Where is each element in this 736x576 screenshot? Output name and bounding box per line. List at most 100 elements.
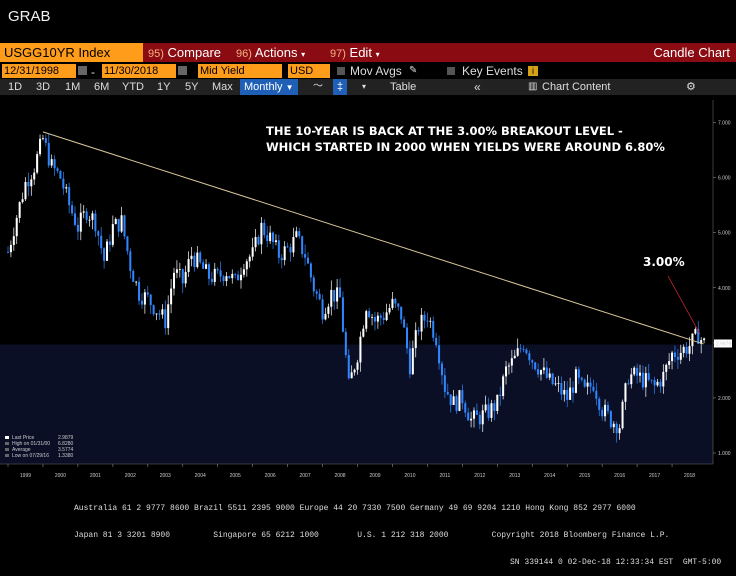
candle-body (572, 387, 575, 393)
candle-body (420, 314, 423, 332)
pencil-icon[interactable]: ✎ (409, 65, 418, 76)
candle-body (85, 211, 88, 220)
candle-body (481, 410, 484, 425)
candle-body (94, 213, 97, 232)
collapse-icon[interactable]: « (474, 80, 481, 94)
candle-body (251, 247, 254, 257)
key-events-label[interactable]: Key Events (462, 64, 523, 78)
range-1y-button[interactable]: 1Y (157, 81, 171, 93)
chevron-down-icon: ▾ (375, 50, 380, 59)
range-3d-button[interactable]: 3D (36, 81, 51, 93)
range-ytd-button[interactable]: YTD (122, 81, 144, 93)
candle-body (542, 367, 545, 371)
gear-icon[interactable]: ⚙ (686, 81, 696, 93)
actions-label: Actions (254, 45, 298, 60)
candle-body (397, 303, 400, 307)
candle-body (344, 331, 347, 356)
mov-avgs-label[interactable]: Mov Avgs (350, 64, 402, 78)
candle-body (569, 387, 572, 400)
candle-body (190, 255, 193, 260)
candle-body (106, 241, 109, 261)
range-6m-button[interactable]: 6M (94, 81, 110, 93)
period-select[interactable]: Monthly ▼ (240, 79, 298, 95)
candle-body (71, 205, 74, 214)
legend-average-label: Average (12, 447, 31, 453)
range-1d-button[interactable]: 1D (8, 81, 23, 93)
chevron-down-icon[interactable]: ▾ (362, 82, 367, 91)
chart-content-button[interactable]: Chart Content (542, 81, 611, 93)
candle-body (327, 306, 330, 314)
candle-body (510, 358, 513, 366)
checkbox-icon[interactable] (447, 67, 455, 75)
candle-body (461, 390, 464, 404)
period-label: Monthly (244, 81, 283, 93)
candle-body (443, 375, 446, 392)
candle-body (59, 170, 62, 179)
currency-select[interactable]: USD (288, 64, 330, 78)
x-tick-label: 2008 (334, 473, 345, 479)
y-tick-label: 7.000 (718, 121, 731, 127)
candle-body (237, 274, 240, 281)
table-button[interactable]: Table (390, 81, 417, 93)
candle-body (187, 259, 190, 273)
actions-menu[interactable]: 96) Actions ▾ (236, 43, 305, 62)
footer-line-1: Australia 61 2 9777 8600 Brazil 5511 239… (74, 504, 636, 513)
candle-body (199, 252, 202, 263)
x-tick-label: 2003 (160, 473, 171, 479)
candle-body (566, 389, 569, 400)
candle-body (39, 138, 42, 155)
range-max-button[interactable]: Max (212, 81, 233, 93)
range-1m-button[interactable]: 1M (65, 81, 81, 93)
footer-line-2: Japan 81 3 3201 8900 Singapore 65 6212 1… (74, 531, 670, 540)
window-title: GRAB (8, 8, 51, 25)
y-tick-label: 1.000 (718, 451, 731, 457)
candle-body (216, 268, 219, 271)
candle-body (242, 269, 245, 275)
candle-body (257, 236, 260, 245)
candle-body (405, 327, 409, 349)
candle-icon[interactable]: ‡ (333, 79, 347, 95)
edit-num: 97) (330, 48, 346, 60)
candle-body (665, 364, 668, 372)
candle-body (27, 181, 30, 187)
candle-body (472, 410, 476, 419)
line-chart-icon[interactable]: 〜 (313, 81, 323, 92)
candle-body (196, 252, 199, 268)
candle-body (350, 372, 353, 379)
candle-body (18, 202, 21, 218)
field-select[interactable]: Mid Yield (198, 64, 282, 78)
candle-body (604, 404, 607, 417)
info-icon[interactable]: i (528, 66, 538, 76)
candle-body (551, 373, 554, 385)
candle-body (283, 246, 286, 261)
candle-body (493, 403, 496, 411)
ticker-field[interactable]: USGG10YR Index (0, 43, 143, 62)
candle-body (62, 178, 65, 189)
checkbox-icon[interactable] (337, 67, 345, 75)
candle-body (516, 348, 519, 356)
end-date-field[interactable]: 11/30/2018 (102, 64, 176, 78)
candle-body (82, 211, 85, 213)
candle-body (336, 287, 339, 302)
candle-body (417, 330, 420, 332)
chart-type-label[interactable]: Candle Chart (653, 45, 730, 60)
candle-body (586, 382, 589, 387)
start-date-field[interactable]: 12/31/1998 (2, 64, 76, 78)
candle-body (114, 218, 117, 225)
candle-body (309, 263, 312, 278)
calendar-icon[interactable] (178, 66, 187, 75)
calendar-icon[interactable] (78, 66, 87, 75)
x-tick-label: 2016 (614, 473, 625, 479)
candle-body (676, 356, 679, 360)
candle-body (391, 298, 394, 309)
x-tick-label: 2000 (55, 473, 66, 479)
candle-body (609, 411, 612, 428)
candle-body (41, 138, 44, 139)
last-price-label: 2.9879 (716, 341, 732, 347)
edit-menu[interactable]: 97) Edit ▾ (330, 43, 380, 62)
compare-menu[interactable]: 95) Compare (148, 43, 221, 62)
range-5y-button[interactable]: 5Y (185, 81, 199, 93)
candle-body (458, 390, 461, 411)
